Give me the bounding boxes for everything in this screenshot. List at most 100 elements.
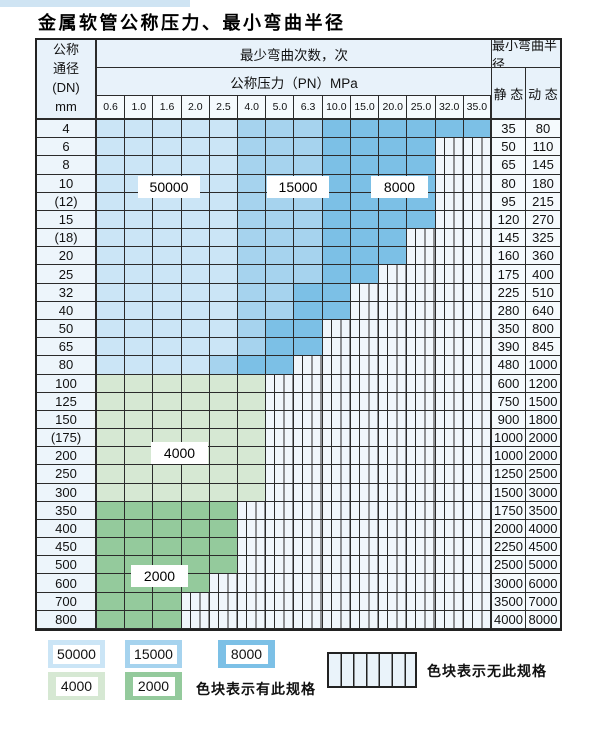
grid-cell — [238, 374, 267, 393]
grid-cell — [125, 229, 154, 248]
grid-cell — [125, 301, 154, 320]
header-static: 静 态 — [491, 68, 526, 120]
grid-cell — [463, 374, 492, 393]
grid-cell — [379, 210, 408, 230]
grid-cell — [266, 410, 295, 430]
static-value-cell: 2500 — [491, 556, 526, 575]
grid-cell — [350, 229, 380, 248]
grid-cell — [294, 138, 323, 157]
grid-cell — [181, 592, 210, 611]
dn-cell: 4 — [37, 120, 97, 139]
grid-cell — [379, 610, 408, 629]
grid-cell — [463, 229, 492, 248]
grid-cell — [350, 465, 380, 484]
grid-cell — [266, 156, 295, 175]
grid-cell — [181, 392, 210, 411]
legend-swatch-value: 4000 — [55, 676, 98, 696]
grid-cell — [435, 229, 464, 248]
grid-cell — [181, 229, 210, 248]
grid-cell — [125, 410, 154, 430]
grid-cell — [350, 556, 380, 575]
grid-cell — [435, 283, 464, 302]
grid-cell — [350, 483, 380, 502]
grid-cell — [238, 338, 267, 357]
grid-cell — [97, 374, 126, 393]
legend-has-spec-label: 色块表示有此规格 — [196, 681, 316, 697]
pressure-tick: 0.6 — [97, 96, 126, 120]
grid-cell — [350, 265, 380, 284]
grid-cell — [209, 374, 239, 393]
grid-cell — [153, 120, 182, 139]
grid-cell — [266, 574, 295, 593]
grid-cell — [463, 538, 492, 557]
dynamic-value-cell: 270 — [525, 210, 560, 230]
grid-cell — [407, 356, 436, 375]
grid-cell — [463, 210, 492, 230]
grid-cell — [238, 483, 267, 502]
grid-cell — [153, 283, 182, 302]
dynamic-value-cell: 6000 — [525, 574, 560, 593]
dn-cell: 10 — [37, 174, 97, 193]
grid-cell — [379, 483, 408, 502]
grid-cell — [97, 138, 126, 157]
grid-cell — [435, 447, 464, 466]
grid-cell — [238, 556, 267, 575]
static-value-cell: 750 — [491, 392, 526, 411]
grid-cell — [209, 465, 239, 484]
pressure-tick: 15.0 — [350, 96, 380, 120]
grid-cell — [350, 429, 380, 448]
dynamic-value-cell: 3000 — [525, 483, 560, 502]
grid-cell — [435, 501, 464, 520]
grid-cell — [181, 301, 210, 320]
grid-cell — [435, 574, 464, 593]
grid-cell — [407, 338, 436, 357]
grid-cell — [322, 283, 351, 302]
grid-cell — [407, 301, 436, 320]
grid-cell — [435, 174, 464, 193]
grid-cell — [97, 592, 126, 611]
grid-cell — [209, 265, 239, 284]
grid-cell — [463, 465, 492, 484]
grid-cell — [266, 356, 295, 375]
dn-cell: 700 — [37, 592, 97, 611]
grid-cell — [97, 156, 126, 175]
dynamic-value-cell: 2000 — [525, 429, 560, 448]
static-value-cell: 3500 — [491, 592, 526, 611]
static-value-cell: 1000 — [491, 447, 526, 466]
grid-cell — [463, 574, 492, 593]
grid-cell — [181, 483, 210, 502]
grid-cell — [125, 374, 154, 393]
grid-cell — [238, 283, 267, 302]
grid-cell — [209, 301, 239, 320]
grid-cell — [125, 592, 154, 611]
grid-cell — [463, 156, 492, 175]
grid-cell — [407, 465, 436, 484]
grid-cell — [238, 574, 267, 593]
grid-cell — [97, 447, 126, 466]
grid-cell — [350, 356, 380, 375]
dn-cell: 15 — [37, 210, 97, 230]
grid-cell — [322, 120, 351, 139]
dynamic-value-cell: 845 — [525, 338, 560, 357]
dn-cell: 500 — [37, 556, 97, 575]
grid-cell — [379, 410, 408, 430]
static-value-cell: 2000 — [491, 519, 526, 539]
dn-cell: (12) — [37, 192, 97, 211]
dn-cell: 20 — [37, 247, 97, 266]
grid-cell — [153, 483, 182, 502]
static-value-cell: 225 — [491, 283, 526, 302]
dn-cell: 32 — [37, 283, 97, 302]
grid-cell — [266, 338, 295, 357]
dn-cell: 8 — [37, 156, 97, 175]
grid-cell — [463, 301, 492, 320]
grid-cell — [209, 501, 239, 520]
grid-cell — [153, 392, 182, 411]
grid-cell — [266, 265, 295, 284]
grid-cell — [97, 265, 126, 284]
dynamic-value-cell: 360 — [525, 247, 560, 266]
static-value-cell: 1250 — [491, 465, 526, 484]
grid-cell — [153, 338, 182, 357]
dn-cell: 300 — [37, 483, 97, 502]
grid-cell — [181, 283, 210, 302]
grid-cell — [181, 610, 210, 629]
